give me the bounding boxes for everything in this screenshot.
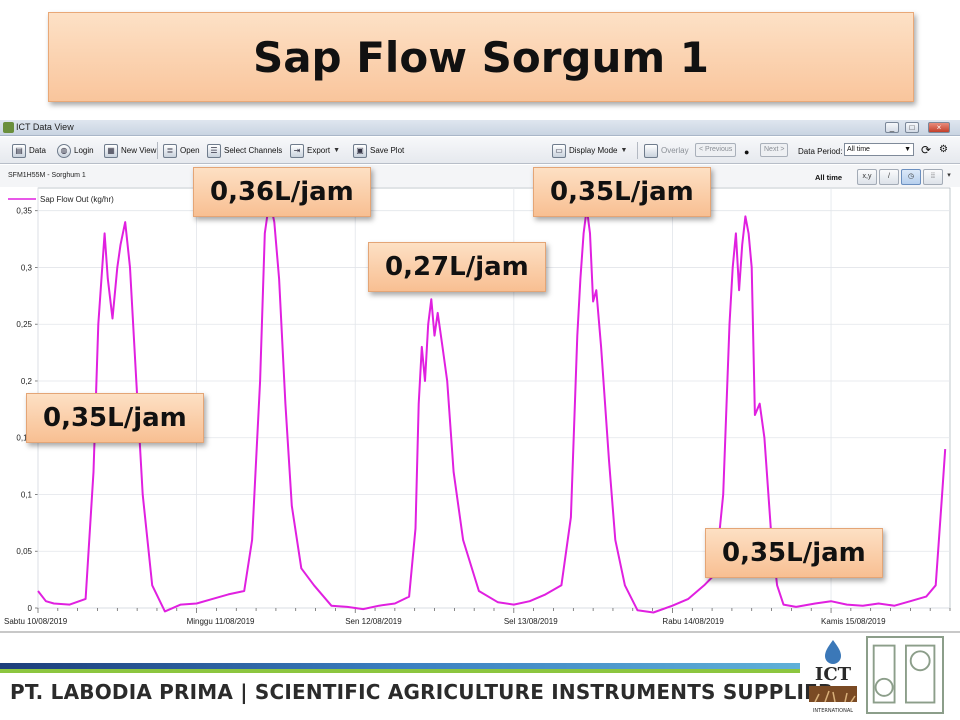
time-mode-button[interactable]: ◷ xyxy=(901,169,921,185)
overlay-toggle[interactable]: Overlay xyxy=(642,141,691,160)
document-icon: ≣ xyxy=(163,143,177,158)
toolbar-separator xyxy=(157,142,158,159)
y-tick-label: 0,1 xyxy=(21,490,33,499)
y-tick-label: 0,2 xyxy=(21,377,33,386)
window-title: ICT Data View xyxy=(16,122,74,132)
x-tick-label: Sen 12/08/2019 xyxy=(345,617,402,626)
y-tick-label: 0,15 xyxy=(16,434,32,443)
dot-icon: ● xyxy=(744,146,750,157)
export-icon: ⇥ xyxy=(290,143,304,158)
ict-international-logo: ICT INTERNATIONAL xyxy=(809,640,857,714)
ict-logo-text: ICT xyxy=(815,664,852,685)
settings-icon[interactable]: ⚙ xyxy=(939,144,948,155)
select-channels-button-label: Select Channels xyxy=(224,146,283,155)
footer-stripe xyxy=(0,663,800,669)
y-tick-label: 0 xyxy=(28,604,33,613)
save-plot-icon: ▣ xyxy=(353,143,367,158)
toolbar: ▤ Data ◍ Login ▦ New View ≣ Open ☰ Selec… xyxy=(0,137,960,164)
callout-peak-day-5: 0,35L/jam xyxy=(705,528,883,578)
callout-peak-day-3: 0,27L/jam xyxy=(368,242,546,292)
data-button[interactable]: ▤ Data xyxy=(10,141,48,160)
xy-mode-button[interactable]: x,y xyxy=(857,169,877,185)
export-button[interactable]: ⇥ Export ▼ xyxy=(288,141,342,160)
minimize-button[interactable]: _ xyxy=(885,122,899,133)
chevron-down-icon: ▼ xyxy=(333,147,341,154)
data-button-label: Data xyxy=(29,146,46,155)
list-icon: ☰ xyxy=(207,143,221,158)
display-mode-button-label: Display Mode xyxy=(569,146,618,155)
app-icon xyxy=(3,122,14,133)
data-period-select[interactable]: All time ▼ xyxy=(844,143,914,156)
toolbar-separator xyxy=(637,142,638,159)
callout-peak-day-1: 0,35L/jam xyxy=(26,393,204,443)
y-tick-label: 0,25 xyxy=(16,320,32,329)
chevron-down-icon: ▼ xyxy=(620,147,628,154)
callout-peak-day-2: 0,36L/jam xyxy=(193,167,371,217)
export-button-label: Export xyxy=(307,146,331,155)
open-button[interactable]: ≣ Open xyxy=(161,141,202,160)
footer-text: PT. LABODIA PRIMA | SCIENTIFIC AGRICULTU… xyxy=(10,680,834,704)
previous-button[interactable]: < Previous xyxy=(695,143,737,157)
record-button[interactable]: ● xyxy=(742,142,751,161)
x-tick-label: Kamis 15/08/2019 xyxy=(821,617,886,626)
refresh-icon[interactable]: ⟳ xyxy=(921,142,932,157)
y-tick-label: 0,35 xyxy=(16,207,32,216)
open-button-label: Open xyxy=(180,146,200,155)
x-tick-label: Minggu 11/08/2019 xyxy=(187,617,255,626)
display-mode-button[interactable]: ▭ Display Mode ▼ xyxy=(550,141,629,160)
data-period-value: All time xyxy=(847,146,870,153)
callout-peak-day-4: 0,35L/jam xyxy=(533,167,711,217)
column-mode-button[interactable]: ⁞⁞ xyxy=(923,169,943,185)
next-button[interactable]: Next > xyxy=(760,143,789,157)
overlay-icon xyxy=(644,143,658,158)
save-plot-button-label: Save Plot xyxy=(370,146,405,155)
series-line-sap-flow xyxy=(37,198,947,614)
window-titlebar: ICT Data View _ □ × xyxy=(0,120,960,136)
y-tick-label: 0,3 xyxy=(21,263,33,272)
labodia-logo xyxy=(866,636,944,714)
chevron-down-icon[interactable]: ▾ xyxy=(947,172,951,179)
new-view-icon: ▦ xyxy=(104,143,118,158)
x-tick-label: Sel 13/08/2019 xyxy=(504,617,558,626)
x-tick-label: Sabtu 10/08/2019 xyxy=(4,617,68,626)
ict-logo-subtext: INTERNATIONAL xyxy=(813,708,853,714)
close-button[interactable]: × xyxy=(928,122,950,133)
maximize-button[interactable]: □ xyxy=(905,122,919,133)
login-button-label: Login xyxy=(74,146,94,155)
folder-icon: ▤ xyxy=(12,143,26,158)
new-view-button-label: New View xyxy=(121,146,157,155)
footer-stripe-green xyxy=(0,669,800,673)
select-channels-button[interactable]: ☰ Select Channels xyxy=(205,141,284,160)
line-mode-button[interactable]: / xyxy=(879,169,899,185)
slide-title: Sap Flow Sorgum 1 xyxy=(252,32,710,82)
monitor-icon: ▭ xyxy=(552,143,566,158)
x-tick-label: Rabu 14/08/2019 xyxy=(662,617,724,626)
overlay-label: Overlay xyxy=(661,146,689,155)
data-period-label: Data Period: xyxy=(798,147,843,156)
new-view-button[interactable]: ▦ New View xyxy=(102,141,158,160)
legend-label: Sap Flow Out (kg/hr) xyxy=(40,195,114,204)
series-title: SFM1H55M - Sorghum 1 xyxy=(8,172,86,179)
globe-icon: ◍ xyxy=(57,143,71,158)
login-button[interactable]: ◍ Login xyxy=(55,141,96,160)
y-tick-label: 0,05 xyxy=(16,547,32,556)
all-time-label: All time xyxy=(815,173,843,182)
chevron-down-icon: ▼ xyxy=(904,146,911,153)
slide-title-box: Sap Flow Sorgum 1 xyxy=(48,12,914,102)
save-plot-button[interactable]: ▣ Save Plot xyxy=(351,141,406,160)
